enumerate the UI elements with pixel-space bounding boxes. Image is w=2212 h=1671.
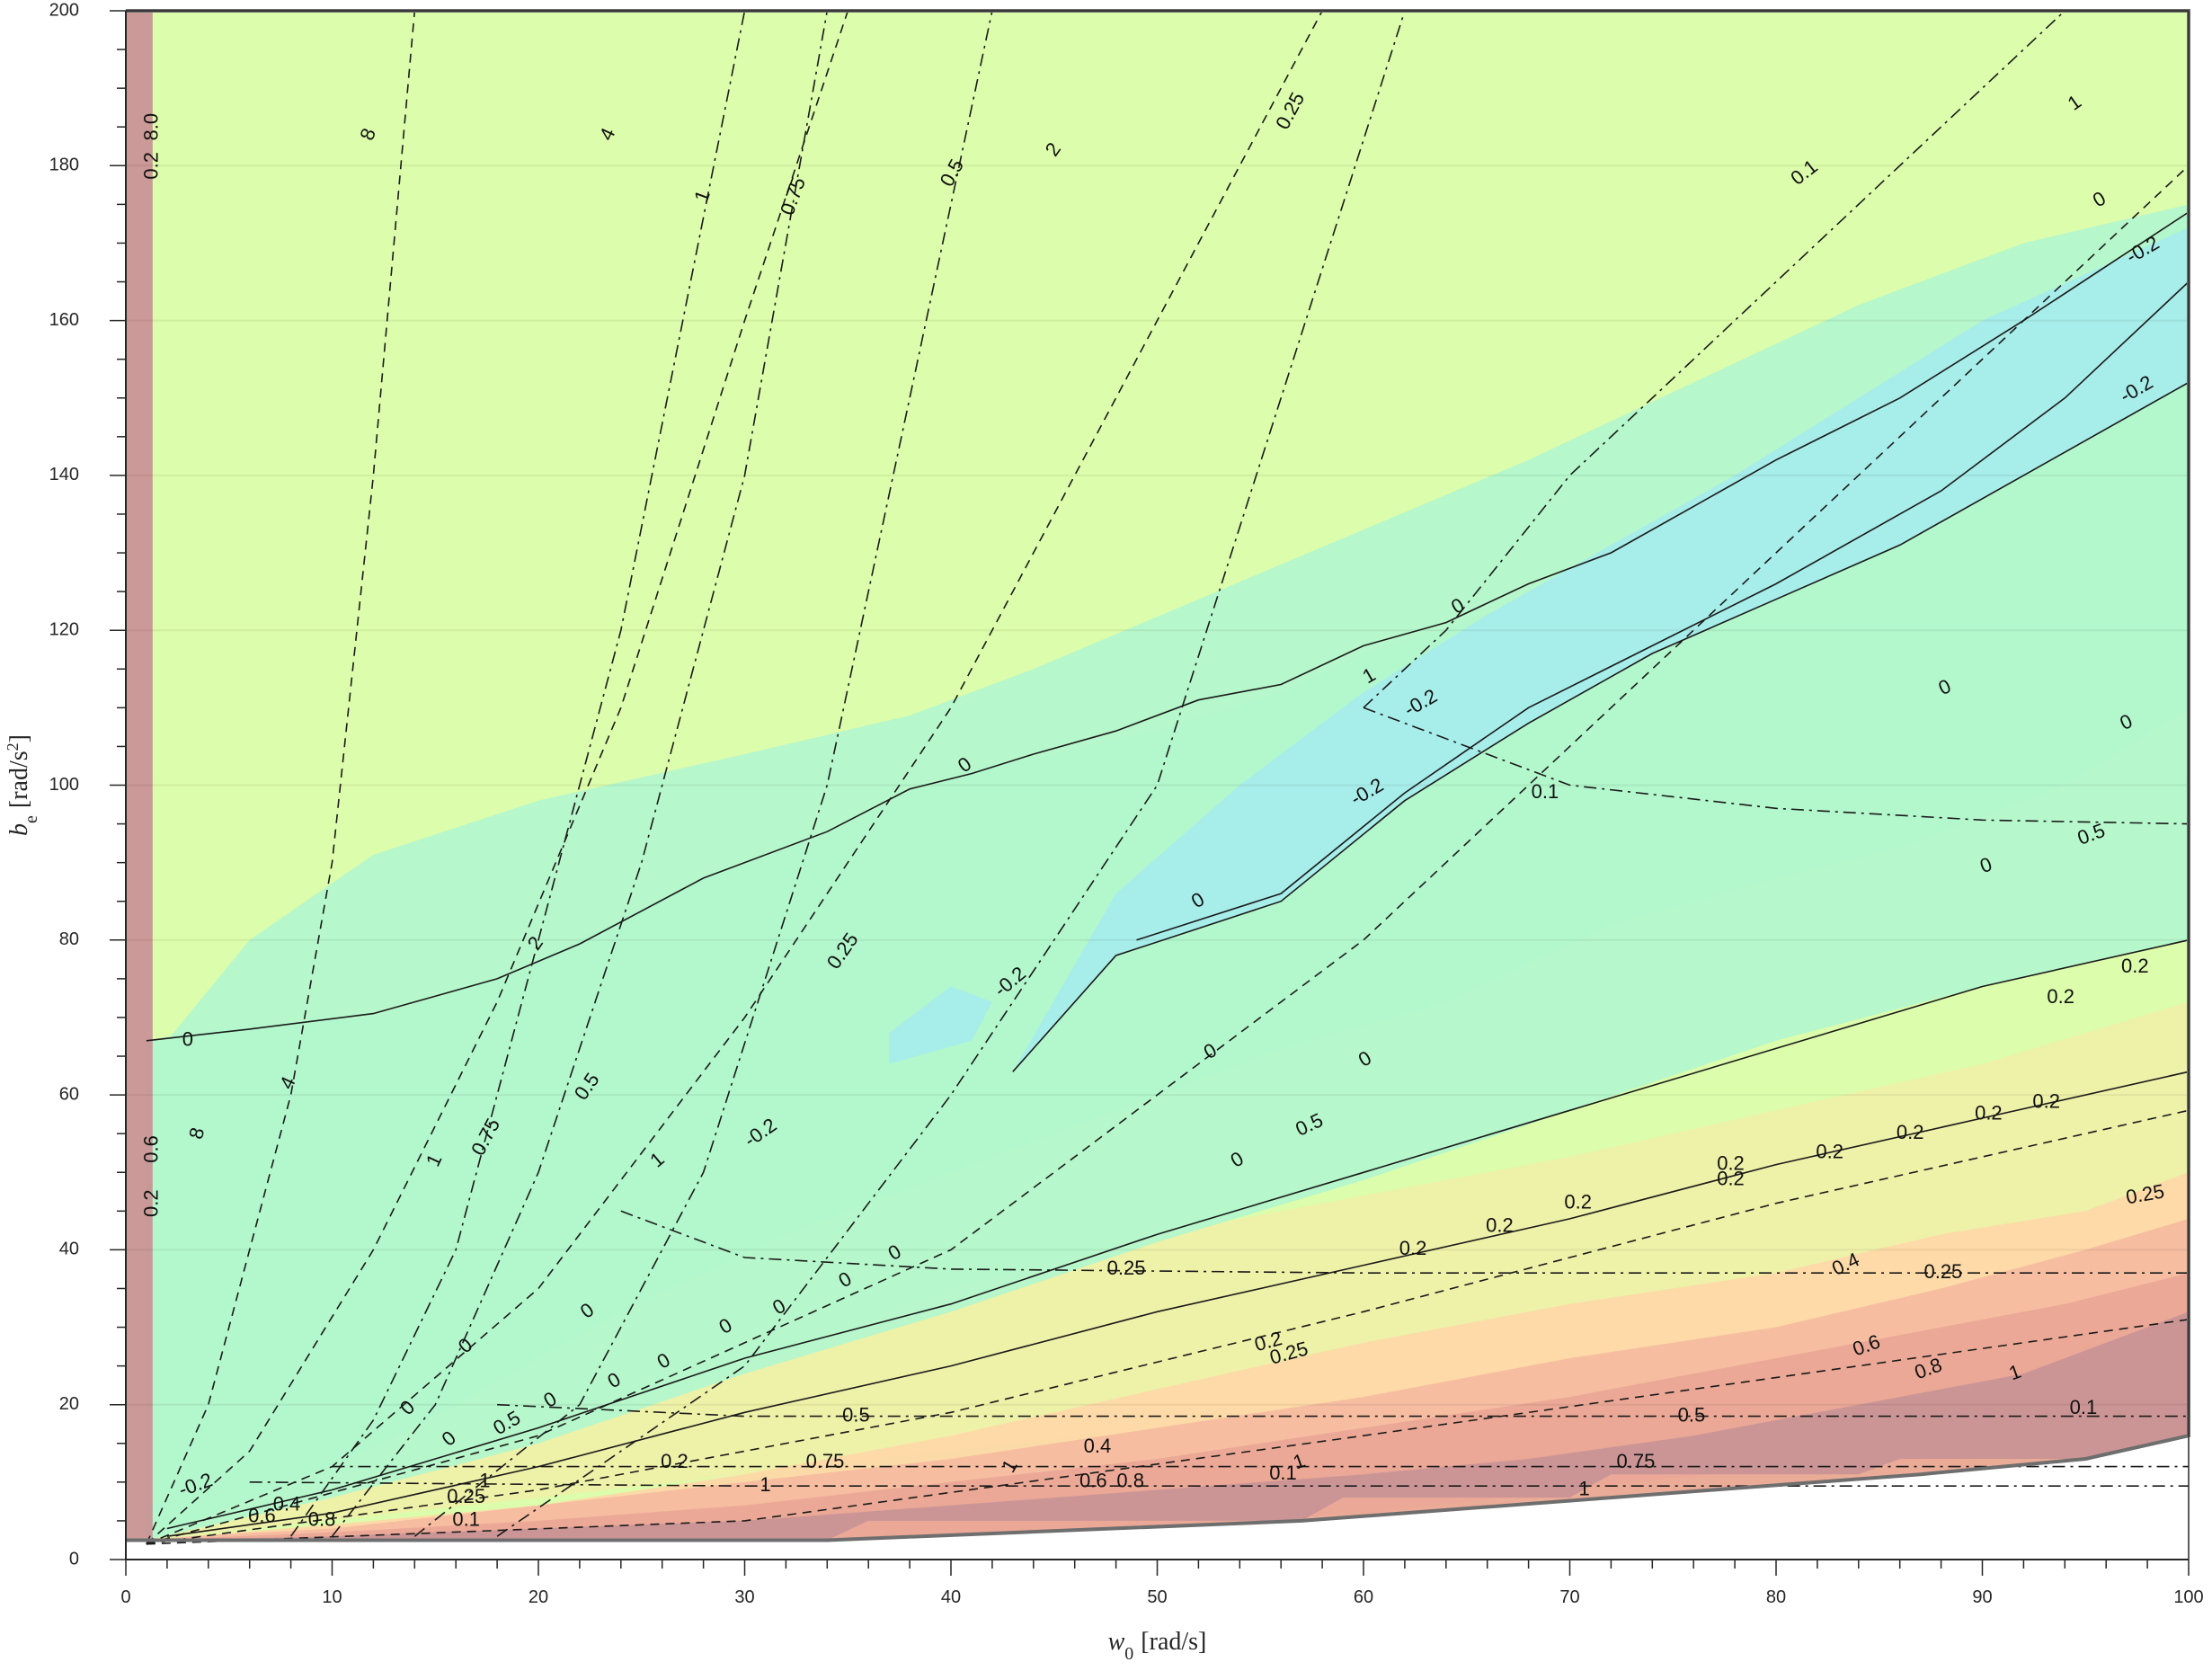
y-axis-units-exponent: 2	[4, 742, 22, 751]
filled-region-9	[126, 11, 153, 1541]
x-axis-units: [rad/s]	[1141, 1628, 1206, 1656]
x-tick-label-10: 100	[2173, 1587, 2203, 1607]
y-axis-label: be [rad/s2]	[4, 734, 41, 836]
plot-area: 8 41 0.750.520.250.110-0.2-0.201-0.2 00-0.2…	[126, 9, 2190, 1560]
contour-line-13	[413, 10, 993, 1537]
contour-label-38: 0.2	[2047, 985, 2074, 1008]
contour-label-45: 0.2	[1717, 1168, 1745, 1190]
contour-label-86: 1	[1578, 1477, 1589, 1499]
contour-label-80: 0.25	[447, 1485, 485, 1507]
x-tick-label-3: 30	[734, 1587, 754, 1607]
contour-line-3	[1012, 381, 2190, 1072]
x-axis-subscript: 0	[1124, 1644, 1133, 1664]
contour-line-4	[1136, 280, 2190, 941]
contour-label-48: 0.2	[1486, 1213, 1514, 1236]
contour-line-6	[146, 10, 849, 1545]
contour-label-76: 0.75	[1617, 1450, 1656, 1472]
x-axis-symbol: w	[1108, 1628, 1125, 1656]
contour-label-44: 0.2	[1717, 1151, 1745, 1174]
y-axis-units-close: ]	[5, 734, 33, 742]
x-tick-label-6: 60	[1354, 1587, 1373, 1607]
contour-line-0	[146, 211, 2190, 1042]
contour-line-12	[331, 10, 829, 1537]
y-axis-units: [rad/s	[5, 751, 33, 808]
contour-label-73: 0.4	[1084, 1435, 1112, 1457]
contour-label-18: 0.1	[1532, 780, 1559, 803]
filled-region-7	[1012, 227, 2189, 1072]
contour-line-11	[289, 10, 746, 1537]
y-tick-label-9: 180	[49, 156, 79, 175]
x-tick-label-1: 10	[322, 1587, 342, 1607]
contour-label-40: 0.2	[2032, 1090, 2060, 1113]
filled-region-8	[889, 986, 992, 1064]
y-axis-symbol: b	[5, 823, 33, 836]
y-tick-label-10: 200	[49, 0, 79, 20]
contour-line-1	[166, 939, 2190, 1530]
contour-label-39: 0.2	[2121, 955, 2149, 977]
contour-label-51: 0.25	[1107, 1257, 1146, 1279]
contour-labels-layer: 8 41 0.750.520.250.110-0.2-0.201-0.2 00-0.2…	[140, 88, 2166, 1530]
contour-line-8	[146, 164, 2190, 1545]
x-tick-label-5: 50	[1147, 1587, 1167, 1607]
contour-line-9	[146, 1109, 2190, 1545]
contour-label-42: 0.2	[1897, 1121, 1924, 1143]
y-tick-label-3: 60	[59, 1084, 79, 1104]
x-tick-label-4: 40	[941, 1587, 961, 1607]
contour-label-91: 0.2	[140, 152, 163, 180]
y-tick-label-8: 160	[49, 310, 79, 330]
contour-label-87: 0.4	[273, 1493, 301, 1515]
contour-label-79: 1	[479, 1470, 490, 1492]
contour-label-75: 0.75	[806, 1450, 845, 1472]
contour-label-83: 0.8	[1116, 1470, 1144, 1492]
contour-label-47: 0.2	[1564, 1191, 1592, 1213]
y-tick-label-7: 140	[49, 465, 79, 484]
grid-lines	[126, 10, 2189, 1560]
contour-line-2	[166, 1071, 2190, 1537]
y-tick-label-1: 20	[59, 1394, 79, 1414]
contour-label-41: 0.2	[1975, 1101, 2003, 1124]
axes: 0 10 20 30 40 50 60 70 80 90 100020406080100120140…	[49, 0, 2204, 1607]
contour-label-70: 0.5	[842, 1403, 870, 1426]
excluded-region	[126, 1435, 2189, 1560]
contour-label-82: 0.6	[1079, 1470, 1107, 1492]
contour-label-92: 8.0	[140, 113, 163, 141]
contour-label-74: 0.2	[661, 1450, 688, 1472]
contour-label-81: 1	[760, 1473, 770, 1496]
contour-line-10	[146, 1319, 2190, 1545]
y-axis-subscript: e	[22, 815, 41, 823]
y-tick-label-4: 80	[59, 929, 79, 949]
contour-line-5	[146, 10, 416, 1545]
x-tick-label-9: 90	[1972, 1587, 1992, 1607]
y-tick-label-2: 40	[59, 1240, 79, 1259]
contour-label-53: 0.25	[1923, 1260, 1962, 1283]
contour-line-14	[496, 10, 1406, 1537]
contour-label-84: 0.1	[1269, 1462, 1297, 1484]
x-axis-label: w0 [rad/s]	[1108, 1628, 1207, 1664]
x-tick-label-8: 80	[1766, 1587, 1786, 1607]
contour-label-49: 0.2	[1399, 1237, 1427, 1259]
contour-label-94: 0.6	[140, 1135, 163, 1163]
x-tick-label-0: 0	[120, 1587, 130, 1607]
contour-line-15	[1363, 10, 2065, 708]
contour-label-88: 0.6	[248, 1504, 276, 1526]
contour-label-26: 0	[182, 1028, 193, 1051]
contour-label-93: 0.2	[140, 1189, 163, 1217]
y-tick-label-5: 100	[49, 775, 79, 795]
y-tick-label-0: 0	[69, 1549, 79, 1569]
x-tick-label-2: 20	[529, 1587, 548, 1607]
contour-label-89: 0.8	[308, 1508, 336, 1531]
contour-label-71: 0.5	[1678, 1403, 1706, 1426]
contour-label-43: 0.2	[1816, 1141, 1843, 1163]
contour-line-16	[1363, 707, 2190, 825]
contour-label-72: 0.1	[2070, 1396, 2098, 1418]
y-tick-label-6: 120	[49, 619, 79, 639]
contour-line-18	[497, 1403, 2189, 1418]
contour-line-17	[620, 1210, 2189, 1274]
filled-region-4	[146, 1311, 2190, 1541]
x-tick-label-7: 70	[1559, 1587, 1579, 1607]
contour-lines-layer	[146, 10, 2190, 1545]
contour-label-90: 0.1	[452, 1508, 480, 1531]
